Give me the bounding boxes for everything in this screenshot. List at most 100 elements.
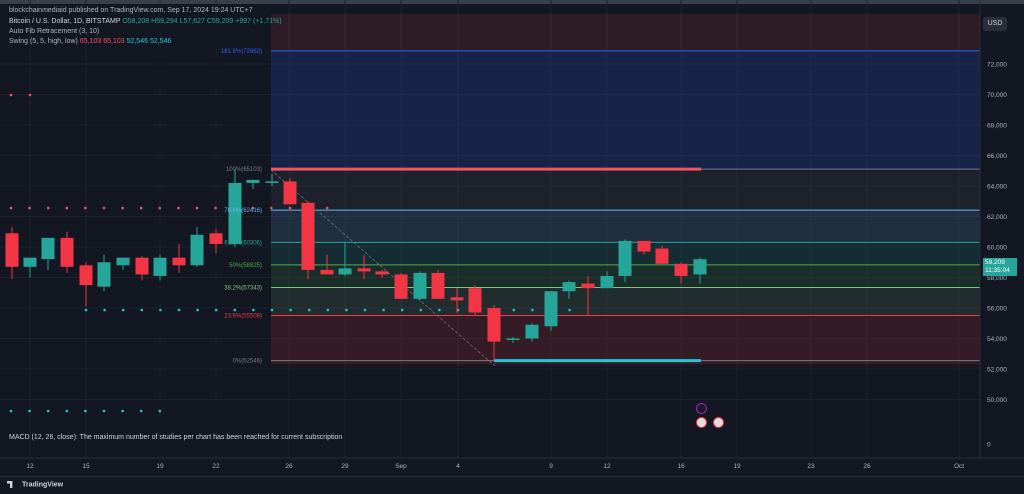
price-tick: 56,000 [987, 306, 1007, 313]
candle-body [228, 182, 242, 244]
candle-body [394, 274, 408, 299]
candle-body [693, 259, 707, 275]
fib-zone [271, 287, 980, 316]
candle-body [468, 288, 482, 313]
swing-dot [251, 206, 255, 210]
swing-dot [46, 409, 50, 413]
swing-dot [84, 206, 87, 210]
candle-body [79, 265, 93, 286]
candle-body [674, 263, 688, 276]
ohlc-close: C59,209 [206, 18, 234, 25]
time-tick: 29 [341, 463, 349, 470]
candle-body [562, 282, 576, 292]
swing-value-1: 65,103 [79, 38, 102, 45]
swing-dot [84, 308, 88, 312]
time-axis: 12 15 19 22 26 29 Sep 4 9 12 16 19 23 26 Oct [0, 457, 1024, 470]
us-flag-event-icon[interactable] [696, 417, 707, 428]
swing-dot [363, 308, 367, 312]
time-tick: 4 [456, 463, 460, 470]
candle-body [413, 272, 427, 299]
swing-dot [121, 206, 124, 210]
swing-dot [195, 206, 199, 210]
candle-body [283, 181, 297, 205]
price-tick: 60,000 [987, 245, 1007, 252]
time-tick: 9 [549, 463, 553, 470]
lightning-event-icon[interactable] [696, 403, 707, 414]
swing-dot [270, 308, 274, 312]
candle-body [338, 268, 352, 275]
candles [5, 169, 707, 361]
swing-dot [252, 308, 255, 312]
fib-level-label: 161.8%(72863) [221, 49, 262, 55]
time-tick: 12 [26, 463, 34, 470]
candle-body [450, 297, 464, 301]
time-tick: 12 [603, 463, 611, 470]
currency-button[interactable]: USD [983, 17, 1007, 31]
swing-dot [289, 308, 292, 312]
ohlc-low: L57,627 [179, 18, 205, 25]
swing-value-3: 52,546 [126, 38, 148, 45]
time-tick: 26 [285, 463, 293, 470]
fib-level-label: 78.6%(62416) [224, 208, 262, 214]
fib-level-label: 0%(52546) [233, 359, 262, 365]
swing-dot [158, 409, 162, 413]
top-strip [0, 0, 1024, 4]
swing-dot [307, 308, 311, 312]
macd-notice: MACD (12, 26, close): The maximum number… [9, 434, 343, 441]
swing-title: Swing (5, 5, high, low) [9, 38, 78, 45]
swing-dot [65, 409, 69, 413]
indicator-fib[interactable]: Auto Fib Retracement (3, 10) [9, 28, 100, 35]
swing-dot [28, 409, 31, 413]
price-tick: 72,000 [987, 62, 1007, 69]
swing-value-2: 65,103 [103, 38, 125, 45]
candle-body [320, 269, 334, 275]
candle-body [487, 308, 501, 342]
candle-body [209, 233, 223, 244]
swing-dot [158, 206, 162, 210]
time-tick: 15 [82, 463, 90, 470]
candle-body [637, 240, 651, 252]
symbol-title[interactable]: Bitcoin / U.S. Dollar, 1D, BITSTAMP [9, 18, 121, 25]
swing-dot [121, 308, 125, 312]
candle-body [23, 257, 37, 267]
candle-body [525, 324, 539, 339]
swing-dot [140, 308, 144, 312]
tradingview-logo[interactable]: TradingView [7, 481, 63, 488]
fib-zone [271, 50, 980, 170]
us-flag-event-icon[interactable] [713, 417, 724, 428]
swing-dot [28, 93, 32, 97]
swing-dot [159, 308, 162, 312]
price-tick: 50,000 [987, 397, 1007, 404]
candle-body [301, 202, 315, 270]
swing-dot [84, 409, 87, 413]
fib-level-label: 61.8%(60306) [224, 240, 262, 246]
price-tick: 54,000 [987, 336, 1007, 343]
tradingview-brand: TradingView [22, 481, 64, 489]
price-axis: 72,000 70,000 68,000 66,000 64,000 62,000 60,0… [979, 0, 1007, 458]
swing-dot [9, 206, 13, 210]
ohlc-open: O58,208 [122, 18, 150, 25]
candle-body [506, 338, 520, 341]
fib-level-label: 100%(65103) [226, 167, 262, 173]
candle-body [41, 237, 55, 260]
swing-dot [121, 409, 124, 413]
price-tick: 68,000 [987, 123, 1007, 130]
price-tick: 0 [987, 442, 991, 449]
time-tick: Sep [395, 463, 407, 470]
indicator-swing[interactable]: Swing (5, 5, high, low) 65,103 65,103 52… [9, 37, 282, 47]
publish-info: blockchainmediaid published on TradingVi… [9, 7, 253, 14]
price-tick: 70,000 [987, 92, 1007, 99]
swing-dot [382, 308, 385, 312]
swing-dot [233, 308, 237, 312]
candle-body [655, 248, 669, 264]
fib-zones [271, 13, 980, 365]
time-tick: 26 [863, 463, 871, 470]
candle-body [375, 271, 389, 275]
price-chart[interactable]: 161.8%(72863) 100%(65103) 78.6%(62416) 61.8… [0, 0, 1024, 476]
current-price-label: 59,209 11:35:04 [983, 258, 1017, 276]
time-tick: Oct [954, 463, 964, 470]
candle-body [135, 257, 149, 275]
candle-body [600, 275, 614, 289]
swing-dot [214, 308, 218, 312]
swing-dot [46, 206, 50, 210]
